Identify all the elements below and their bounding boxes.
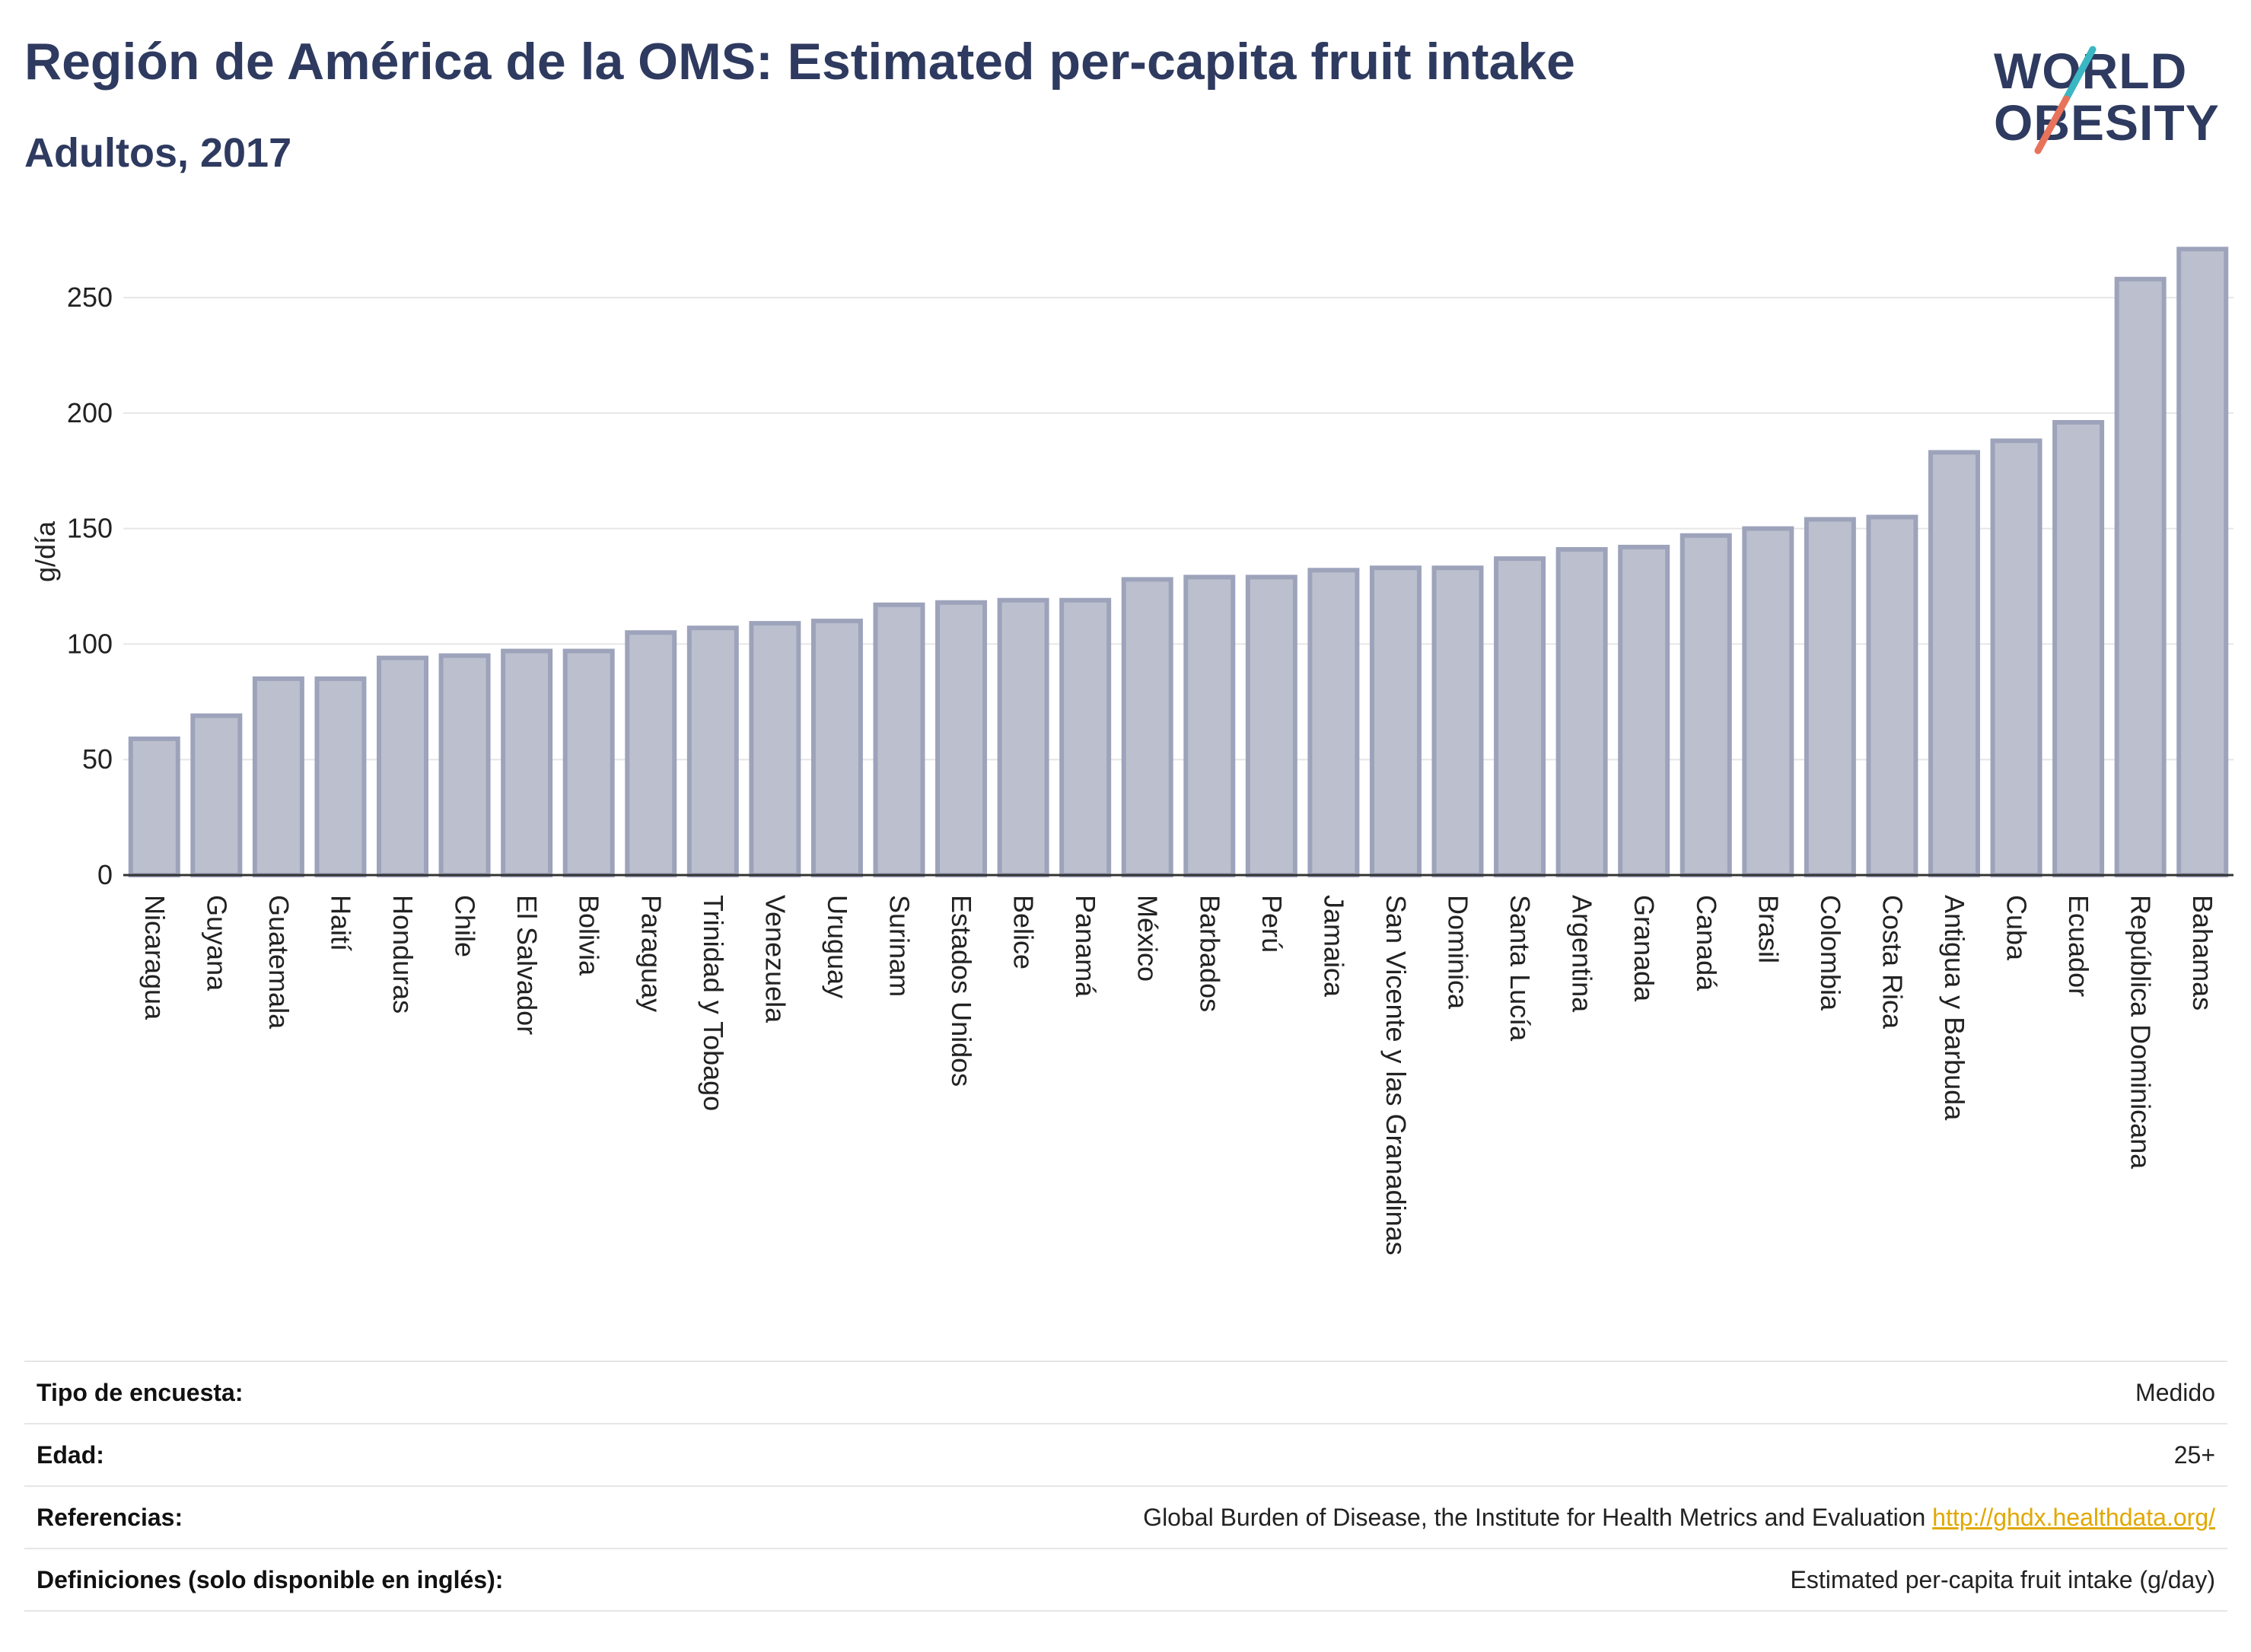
bar[interactable]: [1121, 577, 1173, 878]
bar[interactable]: [686, 625, 739, 878]
bar[interactable]: [935, 600, 988, 877]
y-tick-label: 200: [67, 397, 113, 428]
bar[interactable]: [1866, 514, 1918, 877]
info-key: Definiciones (solo disponible en inglés)…: [24, 1548, 706, 1612]
y-tick-label: 50: [82, 743, 113, 775]
x-tick-label: Honduras: [387, 895, 419, 1014]
bar[interactable]: [1494, 556, 1546, 877]
x-tick-label: Venezuela: [759, 895, 791, 1023]
x-tick-label: Haití: [325, 895, 356, 951]
x-tick-label: Surinam: [884, 895, 915, 997]
bar[interactable]: [438, 653, 491, 877]
reference-link[interactable]: http://ghdx.healthdata.org/: [1932, 1503, 2215, 1531]
bar[interactable]: [190, 713, 243, 877]
info-row: Referencias: Global Burden of Disease, th…: [24, 1485, 2227, 1549]
x-tick-label: Belice: [1008, 895, 1040, 969]
bar[interactable]: [1804, 517, 1856, 877]
chart-title: Región de América de la OMS: Estimated p…: [24, 33, 1575, 91]
bar[interactable]: [625, 630, 677, 877]
bar[interactable]: [873, 602, 925, 877]
bars-group: [128, 247, 2229, 878]
x-tick-label: Santa Lucía: [1504, 895, 1536, 1042]
world-obesity-logo[interactable]: WORLD OBESITY: [1979, 23, 2237, 167]
x-tick-label: Bolivia: [574, 895, 605, 976]
bar[interactable]: [2052, 420, 2105, 877]
bar[interactable]: [501, 648, 553, 877]
x-tick-label: Chile: [450, 895, 481, 957]
bar[interactable]: [1245, 575, 1297, 878]
bar[interactable]: [1742, 526, 1794, 878]
info-key: Referencias:: [24, 1485, 706, 1549]
bar[interactable]: [749, 621, 801, 877]
bar[interactable]: [997, 597, 1049, 877]
bar[interactable]: [1307, 568, 1360, 877]
x-tick-label: Panamá: [1070, 895, 1101, 998]
x-tick-label: Canadá: [1691, 895, 1722, 992]
y-tick-label: 0: [97, 859, 113, 890]
info-value: Global Burden of Disease, the Institute …: [705, 1485, 2227, 1549]
bar[interactable]: [314, 676, 367, 877]
info-table: Tipo de encuesta: Medido Edad: 25+ Referenci…: [24, 1361, 2227, 1612]
x-tick-label: Trinidad y Tobago: [698, 895, 729, 1111]
x-tick-label: México: [1132, 895, 1164, 982]
x-tick-label: Paraguay: [635, 895, 667, 1012]
info-row: Tipo de encuesta: Medido: [24, 1361, 2227, 1424]
info-row: Edad: 25+: [24, 1423, 2227, 1486]
x-tick-label: San Vicente y las Granadinas: [1380, 895, 1412, 1256]
x-tick-label: Brasil: [1753, 895, 1784, 963]
x-tick-label: Argentina: [1567, 895, 1598, 1013]
x-tick-label: Barbados: [1194, 895, 1225, 1012]
bar[interactable]: [1618, 544, 1670, 878]
x-tick-label: Guyana: [201, 895, 232, 992]
y-tick-label: 100: [67, 628, 113, 659]
bar[interactable]: [377, 655, 429, 878]
logo-word-obesity: OBESITY: [1994, 94, 2220, 151]
x-tick-label: Costa Rica: [1877, 895, 1908, 1030]
x-tick-label: Ecuador: [2063, 895, 2094, 997]
x-tick-label: Granada: [1629, 895, 1660, 1002]
x-tick-label: Uruguay: [822, 895, 853, 998]
x-tick-label: Antigua y Barbuda: [1939, 895, 1970, 1121]
info-value: Medido: [705, 1361, 2227, 1424]
x-tick-label: Dominica: [1443, 895, 1474, 1010]
x-tick-label: Jamaica: [1318, 895, 1349, 998]
bar[interactable]: [1369, 565, 1422, 877]
bar[interactable]: [1679, 533, 1732, 877]
info-value: 25+: [705, 1423, 2227, 1486]
bar[interactable]: [1555, 546, 1608, 877]
info-value: Estimated per-capita fruit intake (g/day…: [705, 1548, 2227, 1612]
y-axis-ticks: 0 50 100 150 200 250: [67, 282, 113, 890]
bar[interactable]: [1990, 438, 2042, 877]
x-tick-label: Cuba: [2001, 895, 2033, 961]
info-key: Edad:: [24, 1423, 706, 1486]
x-tick-label: Perú: [1256, 895, 1288, 953]
x-tick-label: Colombia: [1815, 895, 1846, 1011]
x-tick-label: República Dominicana: [2125, 895, 2157, 1170]
bar[interactable]: [1928, 450, 1980, 877]
bar[interactable]: [1431, 565, 1484, 877]
bar[interactable]: [128, 736, 180, 878]
bar[interactable]: [1059, 597, 1112, 877]
bar[interactable]: [2176, 247, 2229, 878]
bar[interactable]: [1183, 575, 1236, 878]
y-tick-label: 150: [67, 513, 113, 544]
info-row: Definiciones (solo disponible en inglés)…: [24, 1548, 2227, 1612]
info-key: Tipo de encuesta:: [24, 1361, 706, 1424]
x-tick-label: Nicaragua: [139, 895, 170, 1020]
bar[interactable]: [810, 619, 863, 877]
x-axis-ticks: Nicaragua Guyana Guatemala Haití Honduras Chi…: [139, 895, 2218, 1256]
bar[interactable]: [252, 676, 304, 877]
x-tick-label: Guatemala: [263, 895, 295, 1030]
bar[interactable]: [562, 648, 615, 877]
bar-chart: 0 50 100 150 200 250 Nicaragua Guyana Guatemala…: [30, 247, 2233, 1256]
logo-slash-icon: [2034, 46, 2097, 154]
chart-subtitle: Adultos, 2017: [24, 130, 292, 176]
y-axis-label: g/día: [30, 520, 61, 582]
x-tick-label: Bahamas: [2187, 895, 2218, 1011]
x-tick-label: Estados Unidos: [946, 895, 977, 1087]
y-tick-label: 250: [67, 282, 113, 313]
x-tick-label: El Salvador: [511, 895, 543, 1035]
bar[interactable]: [2114, 276, 2167, 877]
